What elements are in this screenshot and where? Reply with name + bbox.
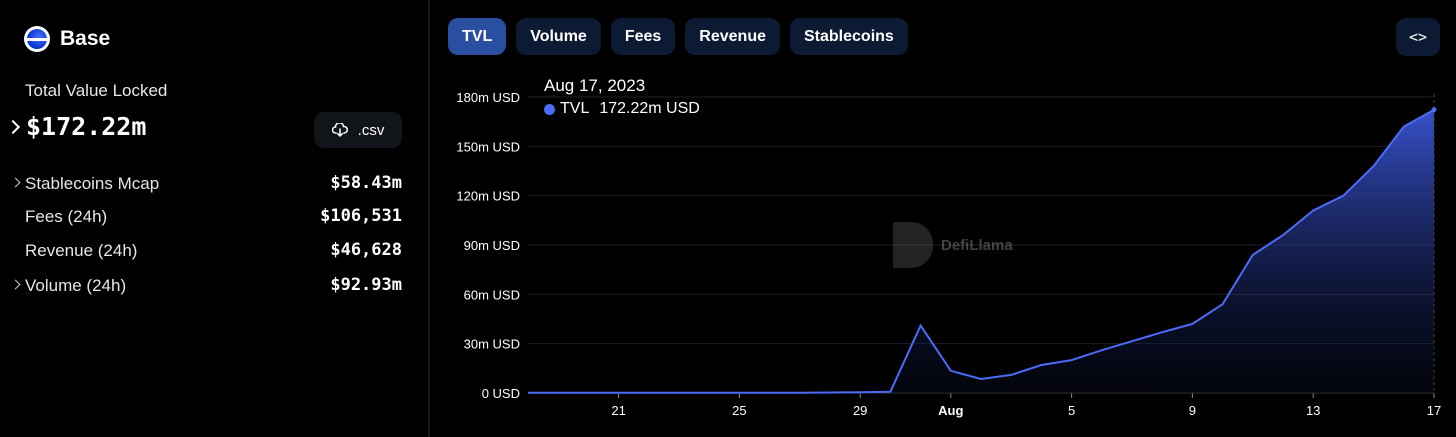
y-tick-label: 60m USD (464, 287, 520, 302)
y-tick-label: 30m USD (464, 337, 520, 352)
stat-fees-24h: Fees (24h) $106,531 (0, 202, 428, 232)
x-tick-label: 25 (732, 403, 746, 418)
tvl-line (528, 108, 1435, 394)
code-icon: <> (1408, 28, 1428, 46)
stat-label: Revenue (24h) (25, 241, 138, 260)
defillama-watermark: DefiLlama (893, 222, 1013, 268)
llama-logo-icon (893, 222, 933, 268)
data-point (1431, 107, 1437, 113)
x-tick-label: 17 (1427, 403, 1441, 418)
download-csv-button[interactable]: .csv (314, 112, 402, 148)
tab-volume[interactable]: Volume (516, 18, 601, 55)
chain-header: Base (24, 26, 110, 52)
stat-volume-24h[interactable]: Volume (24h) $92.93m (0, 271, 428, 301)
base-logo-icon (24, 26, 50, 52)
stat-stablecoins-mcap[interactable]: Stablecoins Mcap $58.43m (0, 169, 428, 199)
tvl-value: $172.22m (26, 112, 147, 141)
series-dot-icon (544, 103, 555, 115)
chain-name: Base (60, 27, 111, 50)
cloud-download-icon (331, 123, 348, 137)
stat-value: $46,628 (330, 240, 402, 260)
stat-value: $58.43m (330, 173, 402, 193)
stat-value: $92.93m (330, 275, 402, 295)
y-tick-label: 150m USD (456, 139, 520, 154)
y-tick-label: 180m USD (456, 90, 520, 105)
stat-value: $106,531 (320, 206, 402, 226)
csv-label: .csv (357, 121, 385, 139)
tvl-label: Total Value Locked (25, 81, 168, 100)
chevron-right-icon[interactable] (10, 279, 21, 290)
panel-divider (428, 0, 430, 437)
tooltip-date: Aug 17, 2023 (544, 76, 646, 95)
y-tick-label: 0 USD (482, 386, 520, 401)
tvl-area (528, 109, 1434, 394)
metric-tabs: TVL Volume Fees Revenue Stablecoins (448, 18, 918, 55)
x-tick-label: 9 (1189, 403, 1196, 418)
tvl-chart[interactable]: 0 USD 30m USD 60m USD 90m USD 120m USD 150m U… (430, 64, 1456, 437)
x-tick-label: Aug (938, 403, 963, 418)
stat-label: Stablecoins Mcap (25, 174, 160, 193)
y-tick-label: 90m USD (464, 238, 520, 253)
chain-summary-panel: Base Total Value Locked $172.22m .csv St… (0, 0, 428, 437)
chart-tooltip: Aug 17, 2023 TVL 172.22m USD (544, 76, 700, 118)
tooltip-series: TVL (560, 100, 590, 117)
x-tick-label: 13 (1306, 403, 1320, 418)
embed-code-button[interactable]: <> (1396, 18, 1440, 56)
x-tick-label: 21 (611, 403, 625, 418)
watermark-text: DefiLlama (941, 236, 1013, 254)
tab-tvl[interactable]: TVL (448, 18, 507, 55)
tooltip-value: 172.22m USD (599, 100, 700, 117)
tab-fees[interactable]: Fees (610, 18, 676, 55)
stat-label: Fees (24h) (25, 207, 108, 226)
tab-stablecoins[interactable]: Stablecoins (790, 18, 908, 55)
tab-revenue[interactable]: Revenue (685, 18, 780, 55)
stat-label: Volume (24h) (25, 276, 127, 295)
tvl-row[interactable]: $172.22m (5, 112, 147, 141)
x-tick-label: 5 (1068, 403, 1075, 418)
stat-revenue-24h: Revenue (24h) $46,628 (0, 236, 428, 266)
y-tick-label: 120m USD (456, 189, 520, 204)
chevron-right-icon[interactable] (10, 177, 21, 188)
x-tick-label: 29 (853, 403, 867, 418)
chevron-right-icon[interactable] (5, 119, 21, 134)
